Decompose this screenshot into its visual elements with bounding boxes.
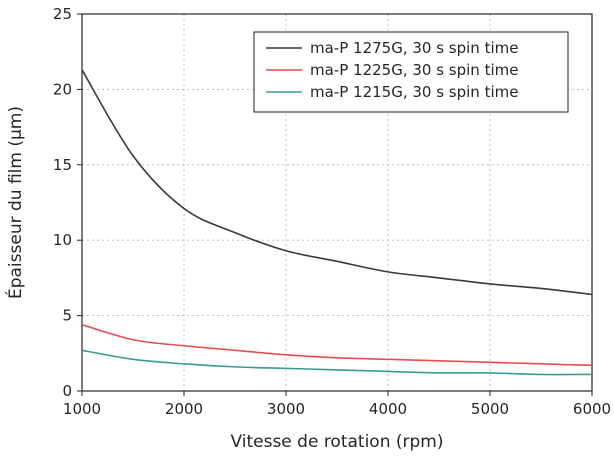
- series-lines: [81, 69, 593, 376]
- y-axis-label: Épaisseur du film (µm): [4, 106, 26, 299]
- y-tick-label: 15: [53, 156, 72, 174]
- y-tick-label: 0: [62, 382, 72, 400]
- x-tick-label: 1000: [63, 400, 101, 418]
- legend-label: ma-P 1225G, 30 s spin time: [310, 61, 518, 79]
- legend-box: [253, 31, 569, 113]
- y-tick-label: 5: [62, 307, 72, 325]
- y-tick-label: 20: [53, 80, 72, 98]
- legend-label: ma-P 1275G, 30 s spin time: [310, 39, 518, 57]
- axis-ticks: 1000 2000 3000 4000 5000 6000 0 5 10 15 20 25: [53, 5, 611, 418]
- x-axis-label: Vitesse de rotation (rpm): [230, 432, 443, 452]
- x-tick-label: 6000: [573, 400, 611, 418]
- series-line: [81, 69, 593, 296]
- legend-label: ma-P 1215G, 30 s spin time: [310, 83, 518, 101]
- x-tick-label: 3000: [267, 400, 305, 418]
- x-tick-label: 5000: [471, 400, 509, 418]
- y-tick-label: 10: [53, 231, 72, 249]
- y-tick-label: 25: [53, 5, 72, 23]
- x-tick-label: 2000: [165, 400, 203, 418]
- legend: ma-P 1275G, 30 s spin time ma-P 1225G, 30…: [253, 31, 569, 113]
- x-tick-label: 4000: [369, 400, 407, 418]
- series-line: [81, 323, 593, 367]
- series-line: [81, 349, 593, 376]
- plot-frame: [81, 13, 593, 392]
